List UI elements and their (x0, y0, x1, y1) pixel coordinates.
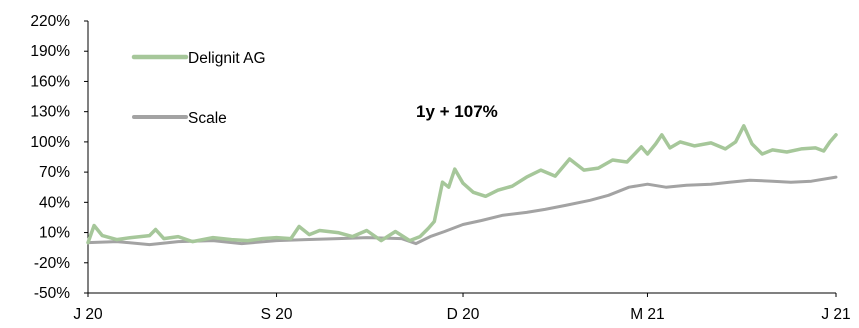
y-tick-label: 130% (30, 104, 70, 121)
x-tick-label: M 21 (630, 306, 664, 323)
y-tick-label: 40% (39, 194, 70, 211)
y-tick-label: 190% (30, 43, 70, 60)
x-tick-label: S 20 (261, 306, 293, 323)
y-tick-label: 160% (30, 73, 70, 90)
legend-label-scale: Scale (188, 110, 227, 127)
y-tick-label: 70% (39, 164, 70, 181)
series-lines (86, 124, 838, 247)
series-line-delignit-ag (86, 124, 838, 245)
legend-label-delignit: Delignit AG (188, 50, 266, 67)
y-tick-label: 100% (30, 134, 70, 151)
series-line-scale (86, 175, 838, 247)
y-tick-label: 220% (30, 13, 70, 30)
x-axis: J 20 S 20 D 20 M 21 J 21 (73, 292, 851, 323)
y-tick-label: -20% (34, 255, 70, 272)
y-tick-label: 10% (39, 225, 70, 242)
legend: Delignit AG Scale (131, 50, 266, 127)
y-tick-label: -50% (34, 285, 70, 302)
x-tick-label: D 20 (447, 306, 480, 323)
x-tick-label: J 21 (821, 306, 850, 323)
performance-annotation: 1y + 107% (416, 102, 498, 121)
x-tick-label: J 20 (73, 306, 103, 323)
y-axis: -50% -20% 10% 40% 70% 100% 130% 160% 190% 220% (30, 13, 89, 302)
